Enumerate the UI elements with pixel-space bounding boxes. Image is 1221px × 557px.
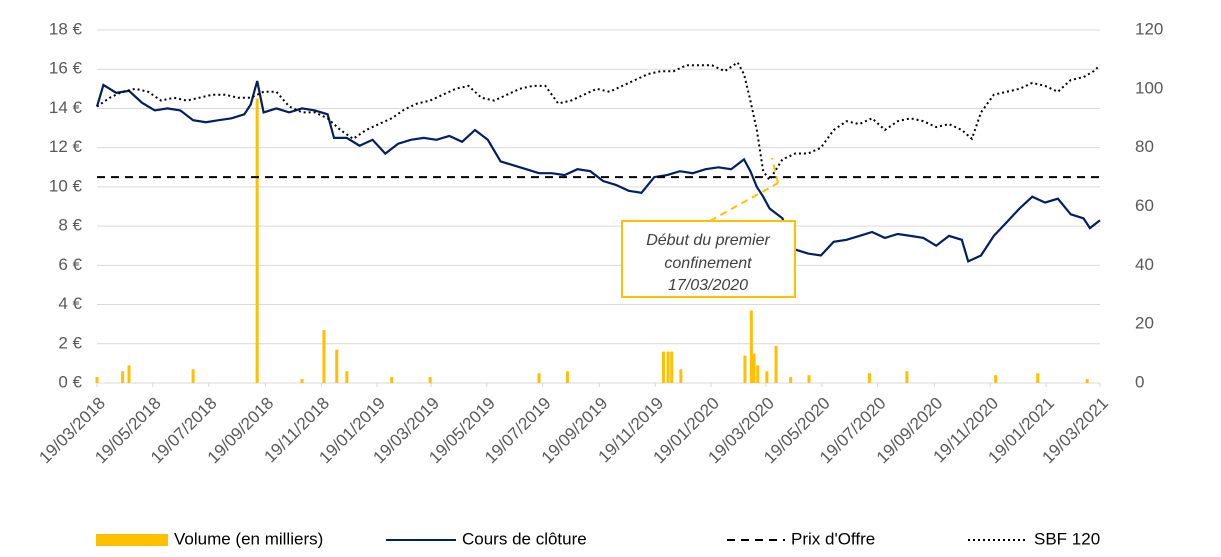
annotation-box xyxy=(621,220,796,298)
volume-bar xyxy=(749,310,753,383)
y-tick-label: 6 € xyxy=(58,255,82,274)
y-tick-label: 12 € xyxy=(49,137,83,156)
y2-tick-label: 40 xyxy=(1135,255,1154,274)
y-tick-label: 18 € xyxy=(49,19,83,38)
y2-tick-label: 0 xyxy=(1135,372,1144,391)
y-tick-label: 8 € xyxy=(58,216,82,235)
annotation: Début du premier confinement 17/03/2020 xyxy=(621,157,796,298)
y-tick-label: 0 € xyxy=(58,372,82,391)
y2-tick-label: 100 xyxy=(1135,78,1163,97)
volume-bar xyxy=(661,351,665,383)
annotation-leader xyxy=(709,182,779,222)
volume-bar xyxy=(565,371,569,383)
series-line xyxy=(96,60,1101,182)
y-tick-label: 4 € xyxy=(58,294,82,313)
volume-bar xyxy=(322,330,326,383)
volume-bar xyxy=(191,369,195,383)
y2-tick-label: 80 xyxy=(1135,137,1154,156)
volume-bar xyxy=(905,371,909,383)
legend-label: Prix d'Offre xyxy=(791,529,875,548)
volume-bar xyxy=(300,379,304,383)
volume-bar xyxy=(807,375,811,383)
y-tick-label: 10 € xyxy=(49,176,83,195)
legend-swatch xyxy=(96,534,168,546)
volume-bar xyxy=(994,375,998,383)
volume-bar xyxy=(1085,379,1089,383)
volume-bar xyxy=(537,373,541,383)
volume-bar xyxy=(390,377,394,383)
volume-bar xyxy=(127,365,131,383)
volume-bar xyxy=(428,377,432,383)
legend-label: Cours de clôture xyxy=(462,529,587,548)
y2-tick-label: 20 xyxy=(1135,314,1154,333)
legend-label: Volume (en milliers) xyxy=(174,529,323,548)
legend-label: SBF 120 xyxy=(1034,529,1100,548)
volume-bar xyxy=(867,373,871,383)
y-tick-label: 16 € xyxy=(49,59,83,78)
volume-bar xyxy=(743,355,747,383)
y-tick-label: 14 € xyxy=(49,98,83,117)
annotation-text: confinement xyxy=(664,255,752,272)
volume-bar xyxy=(679,369,683,383)
y2-tick-label: 60 xyxy=(1135,196,1154,215)
annotation-text: Début du premier xyxy=(646,232,770,249)
series-line xyxy=(95,80,1101,263)
volume-bar xyxy=(255,98,259,383)
volume-bar xyxy=(756,365,760,383)
annotation-text: 17/03/2020 xyxy=(668,277,748,294)
volume-bar xyxy=(666,351,670,383)
annotation-leader xyxy=(771,157,779,184)
volume-bar xyxy=(345,371,349,383)
volume-bar xyxy=(121,371,125,383)
volume-bar xyxy=(765,371,769,383)
volume-bar xyxy=(752,353,756,383)
volume-bar xyxy=(95,377,99,383)
volume-bar xyxy=(774,345,778,383)
volume-bar xyxy=(789,377,793,383)
volume-bar xyxy=(335,349,339,383)
y2-tick-label: 120 xyxy=(1135,19,1163,38)
volume-bar xyxy=(1036,373,1040,383)
y-tick-label: 2 € xyxy=(58,333,82,352)
volume-bar xyxy=(670,351,674,383)
